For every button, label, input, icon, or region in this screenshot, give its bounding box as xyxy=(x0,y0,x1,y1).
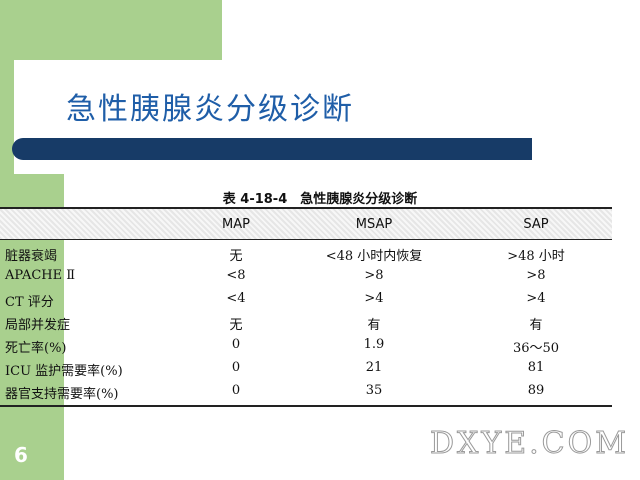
grading-table: MAP MSAP SAP 脏器衰竭 无 <48 小时内恢复 >48 小时 APA… xyxy=(0,207,612,407)
watermark: DXYE.COM xyxy=(430,426,629,462)
cell-sap: >48 小时 xyxy=(507,249,565,264)
table-row: CT 评分 <4 >4 >4 xyxy=(0,289,612,312)
cell-msap: 35 xyxy=(365,383,383,398)
cell-msap: >4 xyxy=(364,291,384,306)
cell-msap: 有 xyxy=(367,318,381,333)
table-caption: 表 4-18-4 急性胰腺炎分级诊断 xyxy=(222,192,418,207)
table-row: 死亡率(%) 0 1.9 36～50 xyxy=(0,335,612,358)
cell-sap: 36～50 xyxy=(512,341,560,356)
column-header-sap: SAP xyxy=(523,217,549,232)
title-underline-bar xyxy=(12,138,532,160)
cell-map: 0 xyxy=(231,360,241,375)
cell-msap: >8 xyxy=(364,268,384,283)
cell-msap: <48 小时内恢复 xyxy=(325,249,423,264)
cell-map: 0 xyxy=(231,383,241,398)
row-label: 脏器衰竭 xyxy=(5,249,58,264)
column-header-msap: MSAP xyxy=(355,217,393,232)
table-bottom-rule xyxy=(0,405,612,407)
page-number: 6 xyxy=(14,443,28,467)
table-row: ICU 监护需要率(%) 0 21 81 xyxy=(0,358,612,381)
row-label: APACHE Ⅱ xyxy=(5,268,76,283)
table-row: 局部并发症 无 有 有 xyxy=(0,312,612,335)
cell-map: 无 xyxy=(229,249,243,264)
cell-sap: 有 xyxy=(529,318,543,333)
cell-sap: 81 xyxy=(527,360,545,375)
row-label: 死亡率(%) xyxy=(5,341,67,356)
cell-msap: 1.9 xyxy=(363,337,385,352)
cell-sap: >4 xyxy=(526,291,546,306)
cell-map: <8 xyxy=(226,268,246,283)
slide-title: 急性胰腺炎分级诊断 xyxy=(66,92,354,127)
cell-sap: >8 xyxy=(526,268,546,283)
table-header: MAP MSAP SAP xyxy=(0,207,612,240)
column-header-map: MAP xyxy=(222,217,250,232)
cell-map: 0 xyxy=(231,337,241,352)
cell-map: <4 xyxy=(226,291,246,306)
table-row: 脏器衰竭 无 <48 小时内恢复 >48 小时 xyxy=(0,243,612,266)
cell-sap: 89 xyxy=(527,383,545,398)
row-label: ICU 监护需要率(%) xyxy=(5,364,123,379)
cell-msap: 21 xyxy=(365,360,383,375)
row-label: 局部并发症 xyxy=(5,318,71,333)
row-label: CT 评分 xyxy=(5,295,54,310)
table-row: APACHE Ⅱ <8 >8 >8 xyxy=(0,266,612,289)
table-row: 器官支持需要率(%) 0 35 89 xyxy=(0,381,612,404)
cell-map: 无 xyxy=(229,318,243,333)
row-label: 器官支持需要率(%) xyxy=(5,387,119,402)
